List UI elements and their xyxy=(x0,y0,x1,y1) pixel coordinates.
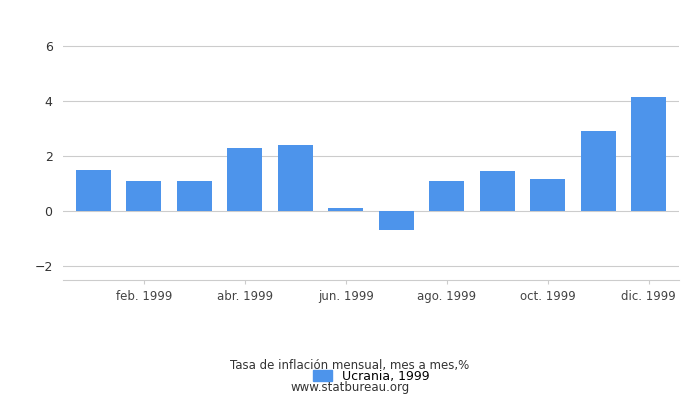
Bar xyxy=(227,148,262,211)
Bar xyxy=(126,181,162,211)
Bar xyxy=(580,131,616,211)
Bar xyxy=(176,181,212,211)
Legend: Ucrania, 1999: Ucrania, 1999 xyxy=(313,370,429,383)
Text: www.statbureau.org: www.statbureau.org xyxy=(290,381,410,394)
Bar xyxy=(278,145,313,211)
Bar xyxy=(631,97,666,211)
Bar xyxy=(480,171,515,211)
Bar xyxy=(328,208,363,211)
Bar xyxy=(76,170,111,211)
Text: Tasa de inflación mensual, mes a mes,%: Tasa de inflación mensual, mes a mes,% xyxy=(230,360,470,372)
Bar xyxy=(429,181,464,211)
Bar xyxy=(530,180,566,211)
Bar xyxy=(379,211,414,230)
